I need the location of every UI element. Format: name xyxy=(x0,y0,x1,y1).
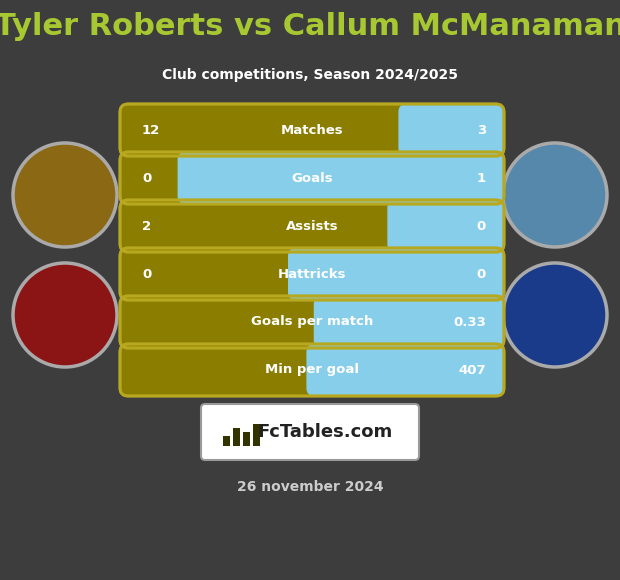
Text: 0: 0 xyxy=(142,267,151,281)
FancyBboxPatch shape xyxy=(177,152,504,204)
Circle shape xyxy=(13,143,117,247)
FancyBboxPatch shape xyxy=(201,404,419,460)
Text: 12: 12 xyxy=(142,124,160,136)
Text: Matches: Matches xyxy=(281,124,343,136)
Text: Club competitions, Season 2024/2025: Club competitions, Season 2024/2025 xyxy=(162,68,458,82)
Text: 1: 1 xyxy=(477,172,486,184)
FancyBboxPatch shape xyxy=(120,104,504,156)
Circle shape xyxy=(503,143,607,247)
Text: FcTables.com: FcTables.com xyxy=(257,423,392,441)
FancyBboxPatch shape xyxy=(120,344,504,396)
Text: 2: 2 xyxy=(142,219,151,233)
Bar xyxy=(411,208,496,244)
Text: 26 november 2024: 26 november 2024 xyxy=(237,480,383,494)
Bar xyxy=(312,256,496,292)
Text: Goals per match: Goals per match xyxy=(251,316,373,328)
Bar xyxy=(202,160,496,196)
Text: 3: 3 xyxy=(477,124,486,136)
FancyBboxPatch shape xyxy=(288,248,504,300)
Bar xyxy=(330,352,496,388)
Text: Min per goal: Min per goal xyxy=(265,364,359,376)
FancyBboxPatch shape xyxy=(120,248,504,300)
Text: Goals: Goals xyxy=(291,172,333,184)
Text: 407: 407 xyxy=(458,364,486,376)
Bar xyxy=(233,428,240,446)
Text: Hattricks: Hattricks xyxy=(278,267,346,281)
Text: 0.33: 0.33 xyxy=(453,316,486,328)
FancyBboxPatch shape xyxy=(120,296,504,348)
FancyBboxPatch shape xyxy=(120,152,504,204)
Circle shape xyxy=(13,263,117,367)
Bar xyxy=(422,112,496,148)
FancyBboxPatch shape xyxy=(120,200,504,252)
Bar xyxy=(253,424,260,446)
Text: 0: 0 xyxy=(477,219,486,233)
Text: 0: 0 xyxy=(142,172,151,184)
FancyBboxPatch shape xyxy=(314,296,504,348)
Circle shape xyxy=(503,263,607,367)
Bar xyxy=(338,304,496,340)
FancyBboxPatch shape xyxy=(306,344,504,396)
Bar xyxy=(223,436,230,446)
FancyBboxPatch shape xyxy=(399,104,504,156)
Text: Tyler Roberts vs Callum McManaman: Tyler Roberts vs Callum McManaman xyxy=(0,12,620,41)
Text: 0: 0 xyxy=(477,267,486,281)
FancyBboxPatch shape xyxy=(388,200,504,252)
Bar xyxy=(243,432,250,446)
Text: Assists: Assists xyxy=(286,219,339,233)
